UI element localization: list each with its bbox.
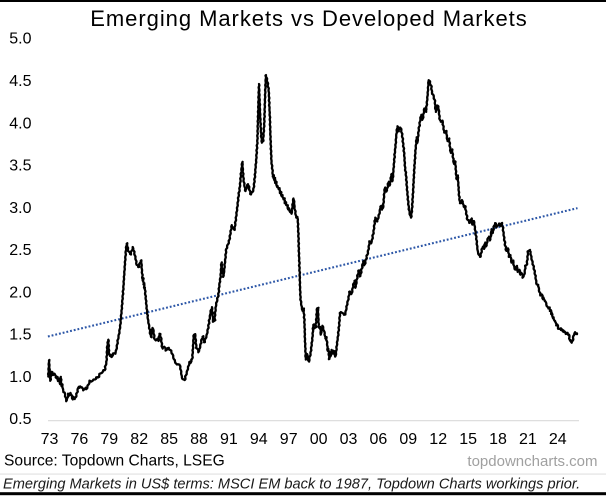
svg-text:15: 15: [459, 431, 477, 448]
svg-text:06: 06: [370, 431, 388, 448]
svg-text:91: 91: [220, 431, 238, 448]
svg-text:1.0: 1.0: [9, 369, 31, 386]
svg-text:79: 79: [100, 431, 118, 448]
svg-text:85: 85: [160, 431, 178, 448]
svg-text:94: 94: [250, 431, 268, 448]
svg-text:00: 00: [310, 431, 328, 448]
svg-text:18: 18: [489, 431, 507, 448]
svg-text:97: 97: [280, 431, 298, 448]
svg-text:topdowncharts.com: topdowncharts.com: [467, 453, 597, 470]
svg-text:2.0: 2.0: [9, 284, 31, 301]
svg-text:2.5: 2.5: [9, 242, 31, 259]
svg-text:88: 88: [190, 431, 208, 448]
svg-text:5.0: 5.0: [9, 31, 31, 48]
svg-text:4.5: 4.5: [9, 73, 31, 90]
svg-text:24: 24: [549, 431, 567, 448]
svg-text:09: 09: [399, 431, 417, 448]
svg-text:21: 21: [519, 431, 537, 448]
svg-text:12: 12: [429, 431, 447, 448]
svg-text:0.5: 0.5: [9, 411, 31, 428]
svg-text:4.0: 4.0: [9, 115, 31, 132]
svg-text:3.0: 3.0: [9, 200, 31, 217]
svg-text:Source: Topdown Charts, LSEG: Source: Topdown Charts, LSEG: [4, 453, 225, 470]
svg-text:3.5: 3.5: [9, 158, 31, 175]
svg-text:76: 76: [71, 431, 89, 448]
svg-text:73: 73: [41, 431, 59, 448]
svg-text:82: 82: [130, 431, 148, 448]
svg-text:1.5: 1.5: [9, 327, 31, 344]
svg-text:Emerging Markets in US$ terms:: Emerging Markets in US$ terms: MSCI EM b…: [3, 477, 580, 493]
svg-text:03: 03: [340, 431, 358, 448]
svg-text:Emerging Markets vs Developed: Emerging Markets vs Developed Markets: [90, 6, 527, 31]
